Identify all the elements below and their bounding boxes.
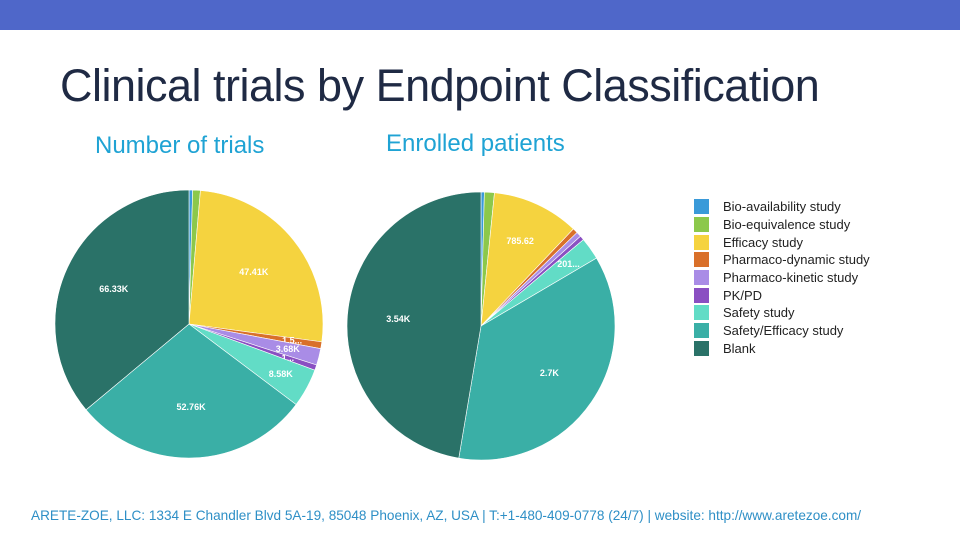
slice-data-label: 47.41K [239,267,269,277]
legend-item[interactable]: Bio-equivalence study [694,216,870,234]
legend-label: Efficacy study [723,234,803,250]
pie-slice[interactable] [54,189,190,411]
legend-label: Pharmaco-dynamic study [723,252,870,268]
legend-item[interactable]: PK/PD [694,286,870,304]
legend-label: Blank [723,340,756,356]
legend-swatch-icon [694,270,709,286]
legend-item[interactable]: Safety/Efficacy study [694,322,870,340]
legend-swatch-icon [694,217,709,233]
pie-slice[interactable] [188,190,324,343]
pie-slice[interactable] [346,191,482,459]
legend-item[interactable]: Pharmaco-kinetic study [694,269,870,287]
legend-label: Bio-equivalence study [723,217,851,233]
legend-label: PK/PD [723,287,763,303]
slice-data-label: 52.76K [177,402,207,412]
slice-data-label: 201... [557,259,580,269]
slice-data-label: 3.68K [276,344,301,354]
legend-item[interactable]: Efficacy study [694,233,870,251]
legend-swatch-icon [694,252,709,268]
legend-swatch-icon [694,323,709,339]
slice-data-label: 1... [282,353,295,363]
legend-label: Bio-availability study [723,199,841,215]
legend-label: Pharmaco-kinetic study [723,270,859,286]
chart-legend: Bio-availability study Bio-equivalence st… [694,198,870,357]
legend-swatch-icon [694,234,709,250]
legend-item[interactable]: Safety study [694,304,870,322]
legend-label: Safety/Efficacy study [723,323,844,339]
slice-data-label: 3.54K [386,314,411,324]
legend-swatch-icon [694,199,709,215]
legend-item[interactable]: Bio-availability study [694,198,870,216]
legend-item[interactable]: Blank [694,340,870,358]
top-banner [0,0,960,30]
footer-contact: ARETE-ZOE, LLC: 1334 E Chandler Blvd 5A-… [31,508,862,523]
slice-data-label: 785.62 [506,236,534,246]
chart-title-enrolled-patients: Enrolled patients [386,130,565,157]
chart-title-number-of-trials: Number of trials [95,132,265,159]
pie-slice[interactable] [458,257,616,461]
legend-swatch-icon [694,305,709,321]
pie-slice[interactable] [480,192,574,327]
slice-data-label: 8.58K [269,369,294,379]
legend-label: Safety study [723,305,795,321]
slide-title: Clinical trials by Endpoint Classificati… [60,60,820,111]
legend-swatch-icon [694,287,709,303]
pie-chart-enrolled-patients: 785.62 201... 2.7K 3.54K [346,191,616,461]
slice-data-label: 1.5... [282,336,302,346]
slice-data-label: 2.7K [540,368,560,378]
legend-item[interactable]: Pharmaco-dynamic study [694,251,870,269]
slice-data-label: 66.33K [99,284,129,294]
pie-slice[interactable] [85,323,297,459]
legend-swatch-icon [694,340,709,356]
